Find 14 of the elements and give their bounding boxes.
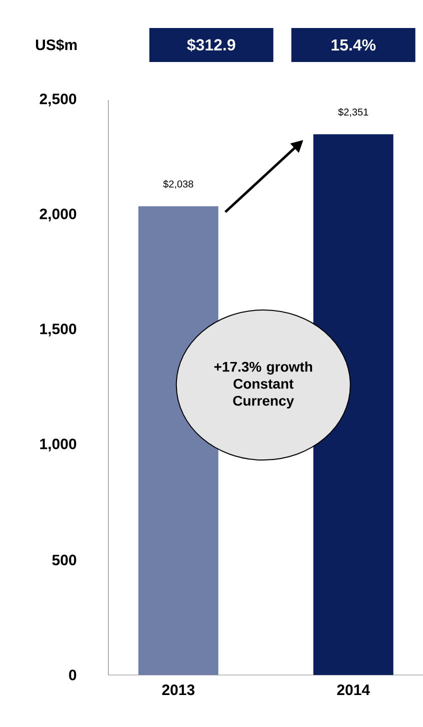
y-tick-label: 2,500 xyxy=(40,94,76,106)
text: US$m xyxy=(36,38,76,52)
y-tick-label: 1,500 xyxy=(40,324,76,336)
y-tick-label: 2,000 xyxy=(40,208,76,222)
x-tick-label: 2013 xyxy=(162,684,194,696)
data-label: $2,038 xyxy=(162,180,194,189)
y-tick-label: 500 xyxy=(52,554,76,566)
annotation: +17.3% growth Constant Currency xyxy=(214,361,312,409)
y-tick-label: 0 xyxy=(68,670,76,680)
data-label: $2,351 xyxy=(338,108,368,117)
text: 15.4% xyxy=(332,39,376,51)
x-tick-label: 2014 xyxy=(337,684,370,696)
text: $312.9 xyxy=(186,38,236,52)
y-tick-label: 1,000 xyxy=(40,438,76,452)
